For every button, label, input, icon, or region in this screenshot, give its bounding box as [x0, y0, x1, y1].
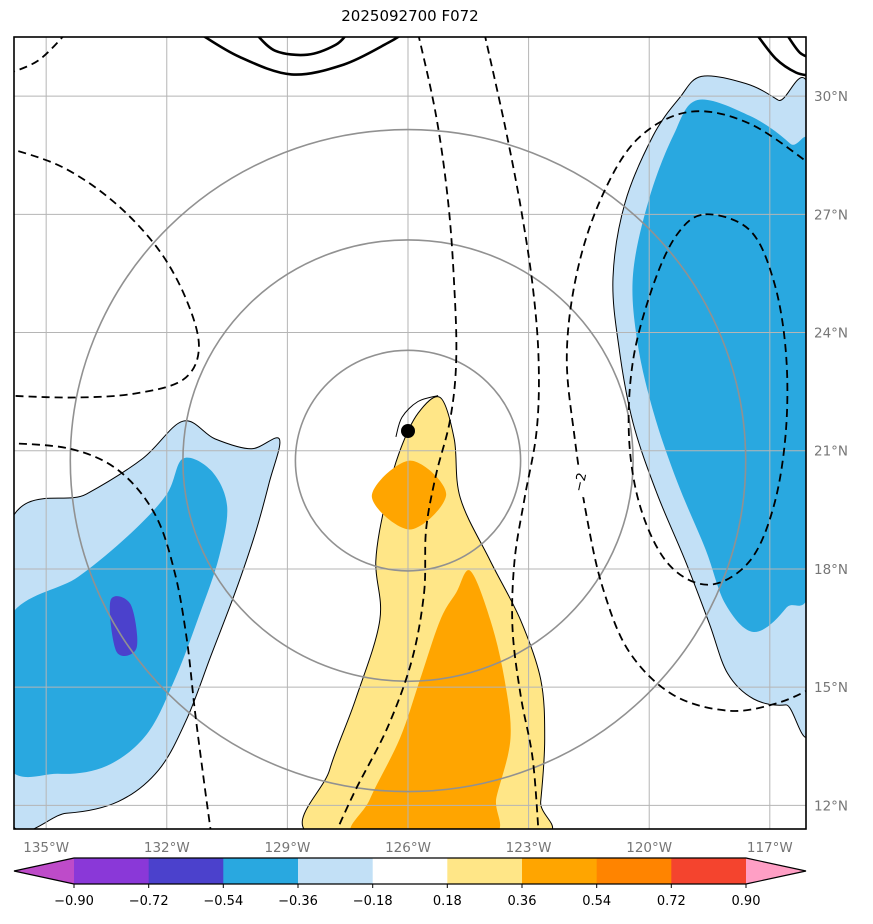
x-tick-label: 117°W — [747, 840, 793, 856]
contour-label-text: −2 — [572, 471, 591, 493]
bold-top-right-corner-contour — [786, 37, 806, 58]
colorbar-tick-label: −0.36 — [278, 894, 318, 909]
contours — [14, 37, 806, 829]
colorbar: −0.90 −0.72 −0.54 −0.36 −0.18 0.18 0.36 0.54 0.7… — [13, 857, 807, 909]
y-tick-label: 18°N — [814, 562, 848, 578]
lower-left-indigo-patch-region — [109, 596, 138, 656]
colorbar-segment — [148, 858, 224, 884]
colorbar-segment — [671, 858, 747, 884]
dashed-right-outer-contour — [565, 110, 806, 712]
colorbar-segment — [74, 858, 150, 884]
dashed-upper-left-contour — [14, 148, 200, 399]
colorbar-tick-label: −0.18 — [353, 894, 393, 909]
colorbar-tick-label: −0.72 — [129, 894, 169, 909]
bold-top-right-contour — [757, 37, 806, 77]
grid-lines — [14, 37, 806, 829]
x-tick-label: 135°W — [23, 840, 69, 856]
dashed-lower-left-contour — [14, 442, 212, 829]
bold-top-outer-contour — [202, 37, 401, 76]
bold-top-inner-contour — [257, 37, 347, 57]
colorbar-tick-label: 0.72 — [657, 894, 686, 909]
colorbar-extend-left — [14, 858, 74, 884]
y-tick-label: 12°N — [814, 798, 848, 814]
colorbar-tick-label: 0.36 — [508, 894, 537, 909]
axis-labels: 135°W 132°W 129°W 126°W 123°W 120°W 117°W 30°N 2… — [23, 89, 848, 856]
plot-title: 2025092700 F072 — [341, 7, 479, 25]
axes-border — [13, 36, 807, 830]
colorbar-tick-label: 0.90 — [732, 894, 761, 909]
colorbar-extend-right — [746, 858, 806, 884]
contour-value-label: −2 — [569, 466, 593, 498]
colorbar-segment — [372, 858, 448, 884]
colorbar-segment — [596, 858, 672, 884]
x-tick-label: 126°W — [385, 840, 431, 856]
colorbar-tick-label: 0.18 — [433, 894, 462, 909]
dashed-right-inner-contour — [627, 213, 789, 586]
range-ring — [182, 239, 634, 683]
center-marker-dot — [401, 424, 415, 438]
upper-right-cyan-region — [632, 99, 806, 633]
colorbar-segment — [447, 858, 523, 884]
dashed-central-left-contour — [336, 37, 458, 829]
y-tick-label: 30°N — [814, 89, 848, 105]
x-tick-label: 123°W — [506, 840, 552, 856]
filled-regions — [14, 75, 806, 829]
thin-spur-near-center-contour — [395, 395, 439, 438]
range-ring — [69, 128, 747, 793]
colorbar-segment — [223, 858, 299, 884]
x-tick-label: 120°W — [626, 840, 672, 856]
dashed-top-left-corner-contour — [14, 37, 64, 73]
range-ring — [294, 349, 522, 572]
annotations: −2 — [13, 36, 807, 830]
x-tick-label: 129°W — [264, 840, 310, 856]
colorbar-tick-label: 0.54 — [582, 894, 611, 909]
central-orange-region — [350, 570, 511, 829]
colorbar-tick-label: −0.54 — [203, 894, 243, 909]
y-tick-label: 24°N — [814, 326, 848, 342]
colorbar-segment — [298, 858, 374, 884]
x-tick-label: 132°W — [144, 840, 190, 856]
range-rings — [69, 128, 747, 793]
y-tick-label: 21°N — [814, 444, 848, 460]
colorbar-tick-label: −0.90 — [54, 894, 94, 909]
colorbar-segment — [522, 858, 598, 884]
y-tick-label: 27°N — [814, 207, 848, 223]
y-tick-label: 15°N — [814, 680, 848, 696]
